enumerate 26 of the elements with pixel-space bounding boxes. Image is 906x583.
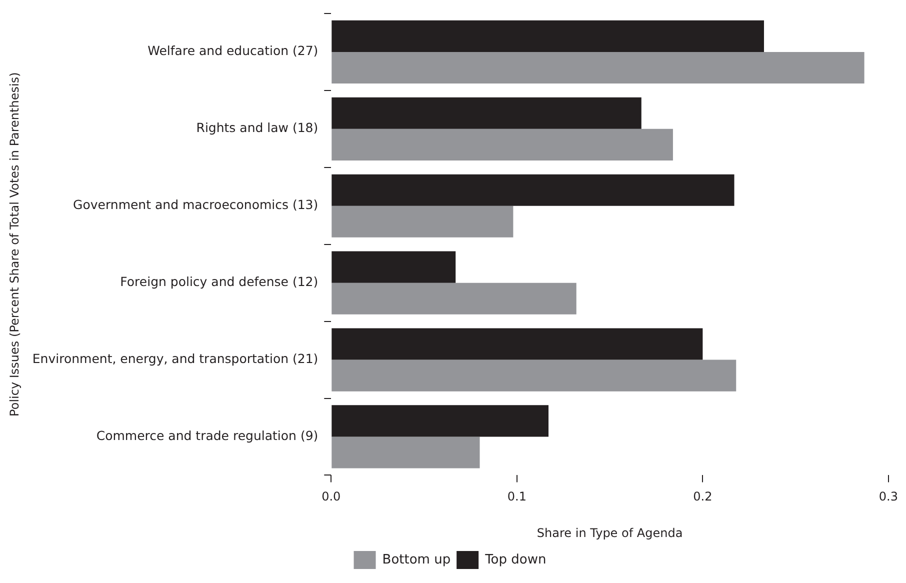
bar xyxy=(332,174,734,206)
y-tick-label: Commerce and trade regulation (9) xyxy=(96,428,318,443)
x-tick-label: 0.2 xyxy=(693,490,712,504)
bar xyxy=(332,436,480,468)
x-tick-label: 0.1 xyxy=(507,490,526,504)
legend-label: Top down xyxy=(484,552,546,568)
legend-label: Bottom up xyxy=(382,552,451,568)
bar xyxy=(332,328,703,360)
bar xyxy=(332,97,642,129)
y-tick-label: Foreign policy and defense (12) xyxy=(120,274,318,290)
bar xyxy=(332,251,456,283)
y-axis-title: Policy Issues (Percent Share of Total Votes in Parenthesis) xyxy=(7,72,22,416)
y-tick-label: Environment, energy, and transportation (21) xyxy=(32,351,318,366)
bar xyxy=(332,282,576,314)
y-tick-label: Welfare and education (27) xyxy=(148,43,318,58)
y-tick-label: Rights and law (18) xyxy=(196,120,318,136)
bar xyxy=(332,20,764,52)
bar xyxy=(332,52,864,84)
x-tick-label: 0.3 xyxy=(878,490,898,504)
bar xyxy=(332,360,736,392)
bar xyxy=(332,206,514,238)
bar xyxy=(332,405,548,437)
x-tick-label: 0.0 xyxy=(322,490,341,504)
x-axis-title: Share in Type of Agenda xyxy=(536,526,683,540)
y-tick-label: Government and macroeconomics (13) xyxy=(73,197,318,212)
bar xyxy=(332,128,673,160)
